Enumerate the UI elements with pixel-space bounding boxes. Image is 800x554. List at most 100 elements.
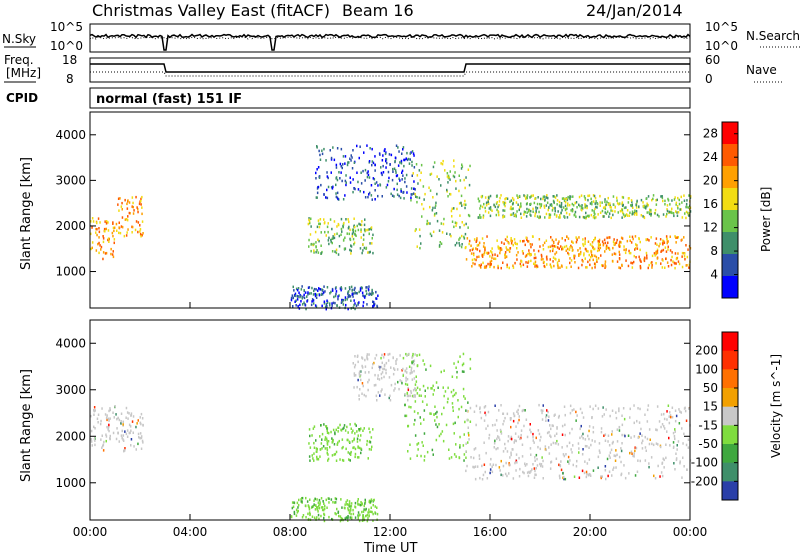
power-scatter-point [592,247,595,251]
velocity-scatter-point [371,445,373,449]
velocity-scatter-point [510,437,513,441]
velocity-scatter-point [326,451,328,455]
power-scatter-point [524,211,527,214]
power-scatter-point [315,288,317,291]
power-scatter-point [347,227,350,230]
velocity-scatter-point [137,432,140,436]
power-scatter-point [353,303,355,307]
velocity-scatter-point [331,517,333,521]
velocity-scatter-point [674,419,677,423]
power-scatter-point [671,251,673,254]
power-scatter-point [650,261,652,265]
velocity-scatter-point [474,465,477,468]
velocity-scatter-point [665,456,667,460]
power-scatter-point [461,165,464,168]
power-scatter-point [538,210,540,214]
velocity-scatter-point [400,380,403,383]
power-scatter-point [316,225,319,229]
power-scatter-point [671,207,673,211]
power-scatter-point [315,245,317,248]
power-scatter-point [349,181,352,184]
power-scatter-point [502,261,504,264]
velocity-scatter-point [418,353,421,357]
power-scatter-point [370,293,373,296]
power-scatter-point [656,257,659,260]
power-scatter-point [340,171,342,174]
velocity-scatter-point [331,441,333,444]
velocity-scatter-point [339,519,342,523]
velocity-scatter-point [352,362,354,365]
velocity-scatter-point [383,367,386,371]
velocity-scatter-point [484,470,486,474]
nsearch-trace [89,36,691,40]
power-scatter-point [316,187,319,190]
power-scatter-point [302,295,304,299]
velocity-scatter-point [129,431,131,435]
velocity-scatter-point [586,462,589,465]
power-scatter-point [484,206,486,210]
power-scatter-point [461,234,463,238]
power-scatter-point [642,201,644,204]
power-scatter-point [681,201,683,204]
power-scatter-point [315,241,317,244]
power-scatter-point [528,208,530,212]
velocity-scatter-point [324,436,327,439]
velocity-scatter-point [311,434,313,437]
velocity-scatter-point [516,410,518,413]
power-scatter-point [511,239,513,243]
velocity-scatter-point [330,430,332,434]
power-scatter-point [653,252,656,255]
velocity-scatter-point [375,383,377,387]
power-y-tick-label: 2000 [55,219,86,233]
velocity-scatter-point [316,455,318,459]
power-scatter-point [542,258,544,261]
power-scatter-point [598,240,600,244]
velocity-scatter-point [502,422,504,426]
power-scatter-point [438,245,441,248]
power-scatter-point [317,185,320,189]
velocity-scatter-point [126,411,129,414]
velocity-scatter-point [385,368,387,372]
power-scatter-point [598,248,600,252]
power-scatter-point [447,181,449,184]
power-scatter-point [412,192,415,195]
power-scatter-point [424,192,426,196]
power-scatter-point [412,172,414,175]
power-scatter-point [353,241,356,244]
velocity-scatter-point [334,432,336,436]
velocity-scatter-point [349,459,351,462]
power-scatter-point [419,246,421,250]
velocity-scatter-point [421,400,424,403]
power-scatter-point [375,297,377,300]
velocity-scatter-point [365,514,367,518]
power-scatter-point [688,194,690,197]
power-scatter-point [544,198,546,201]
power-colorbar-swatch [722,210,738,233]
power-scatter-point [361,251,363,255]
power-scatter-point [349,228,351,232]
power-scatter-point [595,200,597,203]
power-scatter-point [662,259,664,262]
velocity-scatter-point [359,438,361,442]
power-scatter-point [300,288,303,291]
velocity-scatter-point [347,431,349,434]
velocity-scatter-point [436,425,439,429]
velocity-scatter-point [130,414,132,417]
velocity-scatter-point [387,359,390,362]
power-scatter-point [336,225,338,228]
power-scatter-point [356,224,358,228]
power-scatter-point [426,222,428,226]
power-scatter-point [668,210,671,214]
velocity-scatter-point [555,432,558,435]
velocity-scatter-point [442,386,444,389]
power-scatter-point [335,251,338,255]
velocity-scatter-point [430,387,432,390]
velocity-scatter-point [355,424,357,427]
power-scatter-point [548,213,551,217]
power-scatter-point [621,264,623,267]
power-scatter-point [98,241,100,245]
power-scatter-point [535,206,537,209]
velocity-scatter-point [541,456,543,459]
power-scatter-point [337,297,339,301]
velocity-scatter-point [354,501,357,505]
